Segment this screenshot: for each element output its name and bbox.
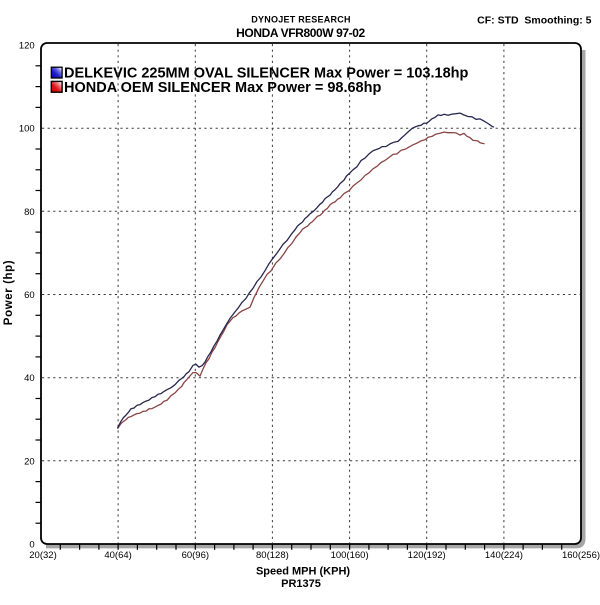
svg-text:DELKEVIC 225MM OVAL SILENCER M: DELKEVIC 225MM OVAL SILENCER Max Power =… <box>64 66 469 82</box>
svg-text:40(64): 40(64) <box>104 550 131 561</box>
svg-text:CF: STD Smoothing: 5: CF: STD Smoothing: 5 <box>477 14 591 26</box>
svg-text:HONDA VFR800W 97-02: HONDA VFR800W 97-02 <box>236 26 365 40</box>
svg-text:60(96): 60(96) <box>182 550 209 561</box>
svg-text:HONDA OEM SILENCER Max Power =: HONDA OEM SILENCER Max Power = 98.68hp <box>64 80 381 96</box>
svg-text:140(224): 140(224) <box>485 550 523 561</box>
svg-text:Speed MPH (KPH): Speed MPH (KPH) <box>256 566 350 578</box>
svg-text:120: 120 <box>19 41 35 52</box>
svg-text:60: 60 <box>24 290 35 301</box>
svg-text:160(256): 160(256) <box>562 550 600 561</box>
svg-text:40: 40 <box>24 373 35 384</box>
svg-text:100(160): 100(160) <box>331 550 369 561</box>
svg-text:120(192): 120(192) <box>408 550 446 561</box>
svg-text:20: 20 <box>24 456 35 467</box>
svg-text:PR1375: PR1375 <box>281 578 321 590</box>
svg-text:20(32): 20(32) <box>29 550 56 561</box>
svg-text:80(128): 80(128) <box>256 550 289 561</box>
svg-text:Power (hp): Power (hp) <box>3 260 15 325</box>
svg-text:DYNOJET RESEARCH: DYNOJET RESEARCH <box>251 15 351 25</box>
svg-text:80: 80 <box>24 207 35 218</box>
svg-text:100: 100 <box>19 124 35 135</box>
svg-text:0: 0 <box>29 540 34 551</box>
